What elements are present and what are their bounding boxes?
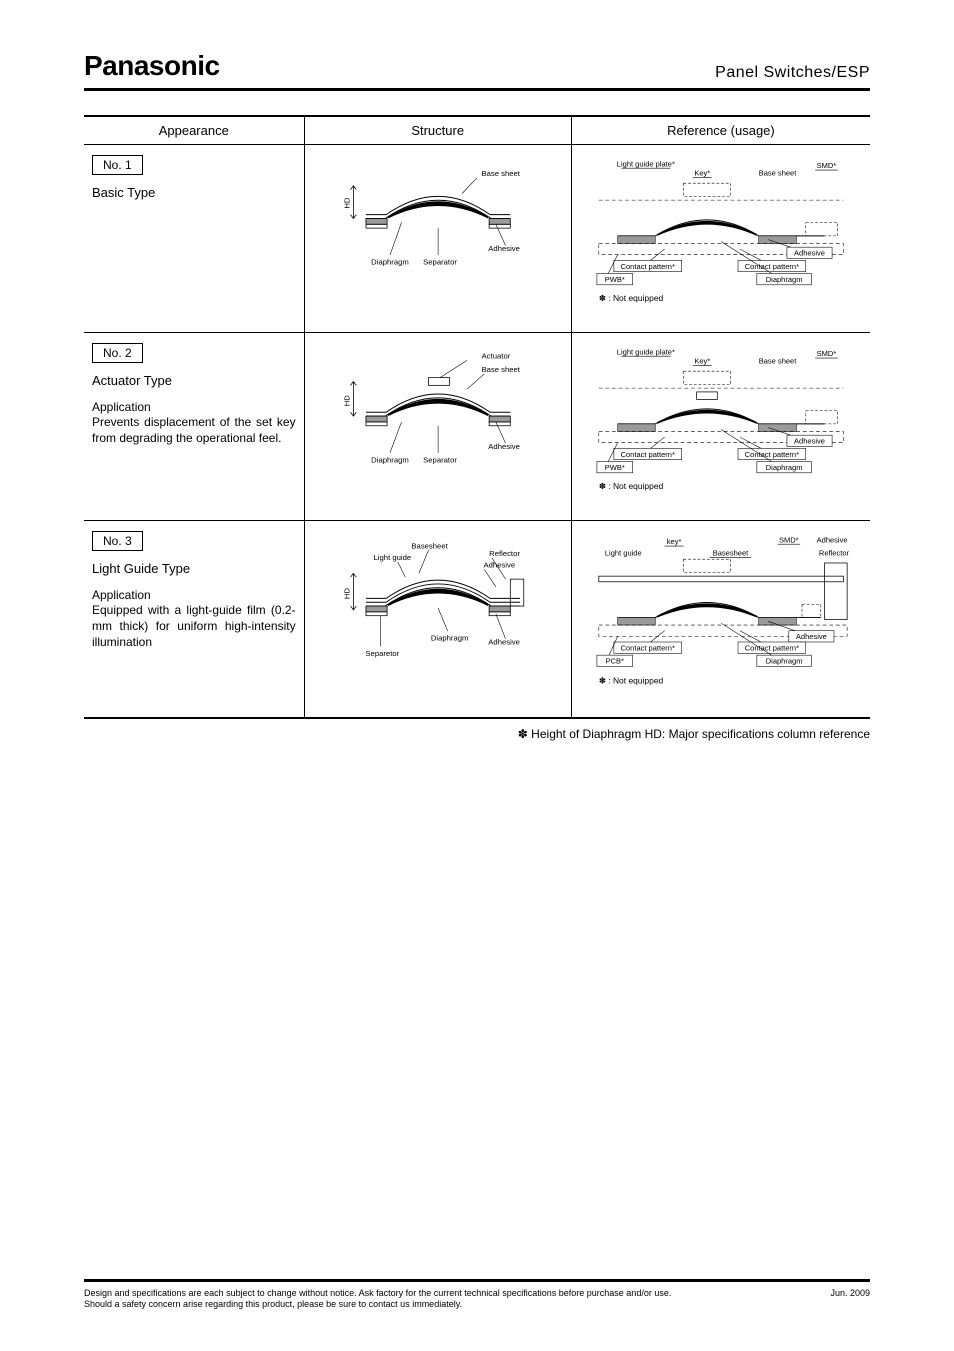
col-header-structure: Structure bbox=[304, 116, 571, 145]
adhesive-b-label: Adhesive bbox=[488, 637, 520, 646]
cell-reference: Light guide plate* Key* Base sheet SMD* bbox=[571, 332, 870, 520]
page-footer: Design and specifications are each subje… bbox=[84, 1279, 870, 1311]
cp-l-label: Contact pattern* bbox=[620, 262, 674, 271]
diaphragm-label: Diaphragm bbox=[766, 275, 803, 284]
reflector-label: Reflector bbox=[819, 548, 850, 557]
adhesive-label: Adhesive bbox=[794, 249, 825, 258]
structure-diagram: HD Basesheet Light guide Reflector Adhes… bbox=[313, 531, 563, 675]
table-footnote: ✽ Height of Diaphragm HD: Major specific… bbox=[84, 727, 870, 741]
application-heading: Application bbox=[92, 588, 296, 602]
pwb-label: PWB* bbox=[605, 463, 625, 472]
actuator-label: Actuator bbox=[481, 351, 510, 360]
adhesive-t-label: Adhesive bbox=[816, 535, 847, 544]
diaphragm-label: Diaphragm bbox=[371, 455, 409, 464]
col-header-appearance: Appearance bbox=[84, 116, 304, 145]
reflector-label: Reflector bbox=[489, 549, 520, 558]
reference-diagram: Light guide plate* Key* Base sheet SMD* bbox=[580, 155, 862, 315]
footer-rule bbox=[84, 1279, 870, 1282]
key-label: Key* bbox=[694, 357, 710, 366]
basesheet-label: Basesheet bbox=[411, 541, 448, 550]
page: Panasonic Panel Switches/ESP Appearance … bbox=[0, 0, 954, 1351]
application-heading: Application bbox=[92, 400, 296, 414]
col-header-reference: Reference (usage) bbox=[571, 116, 870, 145]
separator-label: Separator bbox=[423, 258, 457, 267]
light-guide-label: Light guide bbox=[373, 553, 411, 562]
not-equipped-note: ✽ : Not equipped bbox=[599, 675, 664, 685]
adhesive-label: Adhesive bbox=[488, 244, 520, 253]
key-label: key* bbox=[667, 537, 682, 546]
cell-appearance: No. 1 Basic Type bbox=[84, 145, 304, 333]
type-number: No. 2 bbox=[92, 343, 143, 363]
adhesive-b-label: Adhesive bbox=[796, 632, 827, 641]
base-sheet-label: Base sheet bbox=[481, 169, 520, 178]
pwb-label: PWB* bbox=[605, 275, 625, 284]
diaphragm-label: Diaphragm bbox=[766, 656, 803, 665]
cp-l-label: Contact pattern* bbox=[620, 450, 674, 459]
application-text: Prevents displacement of the set key fro… bbox=[92, 414, 296, 446]
not-equipped-note: ✽ : Not equipped bbox=[599, 293, 664, 303]
diaphragm-label: Diaphragm bbox=[766, 463, 803, 472]
pcb-label: PCB* bbox=[605, 656, 623, 665]
type-number: No. 1 bbox=[92, 155, 143, 175]
cell-reference: key* Light guide Basesheet SMD* Adhesive… bbox=[571, 520, 870, 718]
structure-diagram: HD Base sheet bbox=[313, 155, 563, 290]
disclaimer-text: Design and specifications are each subje… bbox=[84, 1288, 671, 1311]
adhesive-label: Adhesive bbox=[488, 442, 520, 451]
cell-reference: Light guide plate* Key* Base sheet SMD* bbox=[571, 145, 870, 333]
cell-structure: HD Base sheet bbox=[304, 145, 571, 333]
base-sheet-label: Base sheet bbox=[759, 169, 798, 178]
hd-label: HD bbox=[342, 197, 351, 209]
type-name: Basic Type bbox=[92, 185, 296, 200]
spec-table: Appearance Structure Reference (usage) N… bbox=[84, 115, 870, 719]
brand-logo: Panasonic bbox=[84, 50, 220, 82]
table-row: No. 1 Basic Type HD Base sheet bbox=[84, 145, 870, 333]
footer-date: Jun. 2009 bbox=[830, 1288, 870, 1300]
basesheet-label: Basesheet bbox=[713, 548, 749, 557]
type-name: Light Guide Type bbox=[92, 561, 296, 576]
cp-r-label: Contact pattern* bbox=[745, 262, 799, 271]
separator-label: Separetor bbox=[365, 649, 399, 658]
doc-title: Panel Switches/ESP bbox=[715, 64, 870, 82]
adhesive-label: Adhesive bbox=[794, 437, 825, 446]
smd-label: SMD* bbox=[779, 535, 799, 544]
diaphragm-label: Diaphragm bbox=[371, 258, 409, 267]
cp-r-label: Contact pattern* bbox=[745, 643, 799, 652]
light-guide-label: Light guide bbox=[605, 548, 642, 557]
table-row: No. 2 Actuator Type Application Prevents… bbox=[84, 332, 870, 520]
cell-structure: HD Actuator Base sheet bbox=[304, 332, 571, 520]
base-sheet-label: Base sheet bbox=[759, 357, 798, 366]
lgp-label: Light guide plate* bbox=[617, 347, 675, 356]
type-name: Actuator Type bbox=[92, 373, 296, 388]
separator-label: Separator bbox=[423, 455, 457, 464]
application-text: Equipped with a light-guide film (0.2-mm… bbox=[92, 602, 296, 651]
lgp-label: Light guide plate* bbox=[617, 159, 675, 168]
diaphragm-label: Diaphragm bbox=[430, 634, 468, 643]
not-equipped-note: ✽ : Not equipped bbox=[599, 481, 664, 491]
base-sheet-label: Base sheet bbox=[481, 365, 520, 374]
reference-diagram: Light guide plate* Key* Base sheet SMD* bbox=[580, 343, 862, 503]
structure-diagram: HD Actuator Base sheet bbox=[313, 343, 563, 478]
cell-appearance: No. 3 Light Guide Type Application Equip… bbox=[84, 520, 304, 718]
smd-label: SMD* bbox=[816, 161, 836, 170]
hd-label: HD bbox=[342, 395, 351, 407]
cell-structure: HD Basesheet Light guide Reflector Adhes… bbox=[304, 520, 571, 718]
smd-label: SMD* bbox=[816, 349, 836, 358]
reference-diagram: key* Light guide Basesheet SMD* Adhesive… bbox=[580, 531, 862, 700]
adhesive-t-label: Adhesive bbox=[483, 560, 515, 569]
header: Panasonic Panel Switches/ESP bbox=[84, 50, 870, 91]
cell-appearance: No. 2 Actuator Type Application Prevents… bbox=[84, 332, 304, 520]
cp-l-label: Contact pattern* bbox=[620, 643, 674, 652]
cp-r-label: Contact pattern* bbox=[745, 450, 799, 459]
key-label: Key* bbox=[694, 169, 710, 178]
hd-label: HD bbox=[342, 587, 351, 599]
table-row: No. 3 Light Guide Type Application Equip… bbox=[84, 520, 870, 718]
type-number: No. 3 bbox=[92, 531, 143, 551]
